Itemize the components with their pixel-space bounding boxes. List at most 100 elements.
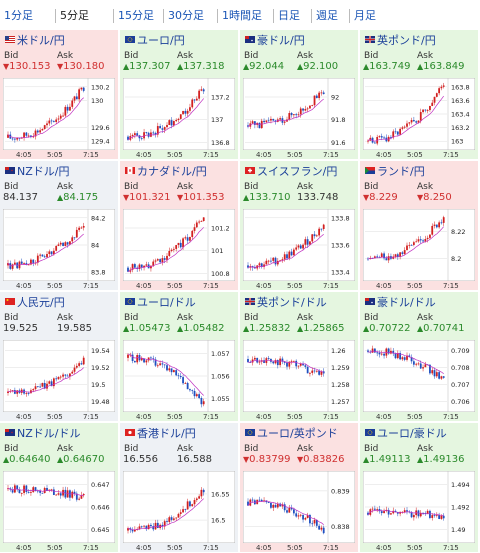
price-chart[interactable]: 92 91.8 91.6	[243, 78, 355, 150]
candle-body	[177, 375, 180, 377]
price-chart[interactable]: 0.647 0.646 0.645	[3, 471, 115, 543]
pair-title-link[interactable]: スイスフラン/円	[257, 165, 338, 178]
rate-card[interactable]: 人民元/円 Bid Ask 19.525 19.585 19.54 19.52 19.5 19.…	[0, 292, 119, 422]
rate-card[interactable]: スイスフラン/円 Bid Ask ▲133.710 133.748 133.8 133.6 1…	[240, 161, 359, 291]
y-tick-label: 1.056	[211, 373, 230, 381]
direction-arrow-icon: ▲	[57, 455, 64, 464]
pair-title-link[interactable]: ランド/円	[377, 165, 425, 178]
rate-card[interactable]: 豪ドル/円 Bid Ask ▲92.044 ▲92.100 92 91.8 91.6 4:05 5…	[240, 30, 359, 160]
price-chart[interactable]: 137.2 137 136.8	[123, 78, 235, 150]
nz-flag-icon	[5, 429, 15, 436]
candle-body	[163, 364, 166, 366]
ask-value-number: 1.49136	[423, 454, 465, 465]
tab-2[interactable]: 5分足	[60, 9, 89, 22]
price-chart[interactable]: 0.839 0.838	[243, 471, 355, 543]
candle-body	[170, 517, 173, 520]
pair-title-link[interactable]: NZドル/ドル	[17, 427, 81, 440]
candle-body	[71, 371, 74, 374]
ask-label: Ask	[57, 182, 74, 192]
candle-body	[71, 100, 74, 107]
rate-card[interactable]: ユーロ/ドル Bid Ask ▲1.05473 ▲1.05482 1.057 1.056 1.…	[120, 292, 239, 422]
pair-title-link[interactable]: 英ポンド/ドル	[257, 296, 327, 309]
candle-body	[376, 352, 379, 354]
bid-value-number: 137.307	[129, 61, 171, 72]
candle-body	[440, 86, 443, 89]
rate-card[interactable]: 香港ドル/円 Bid Ask 16.556 16.588 16.55 16.5 4:05 5:0…	[120, 423, 239, 553]
pair-title-link[interactable]: ユーロ/英ポンド	[257, 427, 338, 440]
rate-card[interactable]: カナダドル/円 Bid Ask ▼101.321 ▼101.353 101.2 101 100…	[120, 161, 239, 291]
price-chart[interactable]: 84.2 84 83.8	[3, 209, 115, 281]
price-chart[interactable]: 8.22 8.2	[363, 209, 475, 281]
candle-body	[145, 360, 148, 363]
candle-body	[410, 120, 413, 123]
price-chart[interactable]: 1.057 1.056 1.055	[123, 340, 235, 412]
tab-7[interactable]: 週足	[316, 9, 338, 22]
pair-title-link[interactable]: ユーロ/ドル	[137, 296, 196, 309]
rate-card[interactable]: NZドル/円 Bid Ask 84.137 ▲84.175 84.2 84 83.8 4:05 5…	[0, 161, 119, 291]
rate-card[interactable]: ランド/円 Bid Ask ▼8.229 ▼8.250 8.22 8.2 4:05 5:05 7:…	[360, 161, 479, 291]
rate-card[interactable]: 豪ドル/ドル Bid Ask ▲0.70722 ▲0.70741 0.709 0.708 0.…	[360, 292, 479, 422]
rate-card[interactable]: ユーロ/英ポンド Bid Ask ▼0.83799 ▼0.83826 0.839 0.838…	[240, 423, 359, 553]
price-chart[interactable]: 163.8 163.6 163.4 163.2 163	[363, 78, 475, 150]
candle-body	[417, 120, 420, 123]
candle-body	[41, 492, 44, 494]
rate-card[interactable]: 米ドル/円 Bid Ask ▼130.153 ▼130.180 130.2 130 129.6…	[0, 30, 119, 160]
candle-body	[161, 258, 164, 263]
price-chart[interactable]: 133.8 133.6 133.4	[243, 209, 355, 281]
price-chart[interactable]: 1.494 1.492 1.49	[363, 471, 475, 543]
candle-body	[258, 361, 261, 363]
pair-title-link[interactable]: ユーロ/豪ドル	[377, 427, 447, 440]
price-chart[interactable]: 130.2 130 129.6 129.4	[3, 78, 115, 150]
candle-body	[431, 515, 434, 518]
candle-body	[48, 120, 51, 124]
price-chart[interactable]: 16.55 16.5	[123, 471, 235, 543]
candle-body	[64, 489, 67, 498]
candle-body	[318, 228, 321, 236]
pair-title-link[interactable]: カナダドル/円	[137, 165, 207, 178]
y-tick-label: 137	[211, 116, 223, 124]
candle-body	[30, 135, 32, 137]
rate-card[interactable]: 英ポンド/ドル Bid Ask ▲1.25832 ▲1.25865 1.26 1.259 1.…	[240, 292, 359, 422]
candle-body	[383, 511, 385, 514]
bid-label: Bid	[124, 313, 139, 323]
candle-body	[140, 358, 143, 361]
tab-5[interactable]: 1時間足	[222, 9, 262, 22]
tab-4[interactable]: 30分足	[168, 9, 204, 22]
bid-value-number: 1.49113	[369, 454, 411, 465]
pair-title-link[interactable]: 英ポンド/円	[377, 34, 436, 47]
tab-8[interactable]: 月足	[354, 9, 376, 22]
pair-title-link[interactable]: 豪ドル/円	[257, 34, 305, 47]
pair-title-link[interactable]: 人民元/円	[17, 296, 65, 309]
candle-body	[401, 252, 404, 254]
price-chart[interactable]: 101.2 101 100.8	[123, 209, 235, 281]
candle-body	[383, 253, 385, 259]
pair-title-link[interactable]: 米ドル/円	[17, 34, 65, 47]
ask-value: ▼130.180	[57, 61, 105, 72]
y-tick-label: 84	[91, 242, 99, 250]
rate-card[interactable]: NZドル/ドル Bid Ask ▲0.64640 ▲0.64670 0.647 0.646 0…	[0, 423, 119, 553]
price-chart[interactable]: 19.54 19.52 19.5 19.48	[3, 340, 115, 412]
candle-body	[438, 88, 441, 94]
candle-body	[419, 112, 422, 121]
ask-label: Ask	[297, 182, 314, 192]
pair-title-link[interactable]: 香港ドル/円	[137, 427, 196, 440]
bid-value: 16.556	[123, 454, 158, 465]
candle-body	[299, 245, 302, 249]
tab-1[interactable]: 1分足	[4, 9, 33, 22]
pair-title-link[interactable]: ユーロ/円	[137, 34, 185, 47]
price-chart[interactable]: 1.26 1.259 1.258 1.257	[243, 340, 355, 412]
candle-body	[304, 108, 307, 111]
ask-label: Ask	[177, 51, 194, 61]
pair-title-link[interactable]: 豪ドル/ドル	[377, 296, 436, 309]
price-chart[interactable]: 0.709 0.708 0.707 0.706	[363, 340, 475, 412]
eu-flag-icon	[365, 429, 375, 436]
y-tick-label: 129.6	[91, 124, 110, 132]
pair-title-link[interactable]: NZドル/円	[17, 165, 70, 178]
candle-body	[438, 222, 441, 228]
rate-card[interactable]: ユーロ/円 Bid Ask ▲137.307 ▲137.318 137.2 137 136.8…	[120, 30, 239, 160]
direction-arrow-icon: ▼	[243, 455, 250, 464]
rate-card[interactable]: 英ポンド/円 Bid Ask ▲163.749 ▲163.849 163.8 163.6 16…	[360, 30, 479, 160]
rate-card[interactable]: ユーロ/豪ドル Bid Ask ▲1.49113 ▲1.49136 1.494 1.492 1…	[360, 423, 479, 553]
tab-6[interactable]: 日足	[278, 9, 300, 22]
tab-3[interactable]: 15分足	[118, 9, 154, 22]
